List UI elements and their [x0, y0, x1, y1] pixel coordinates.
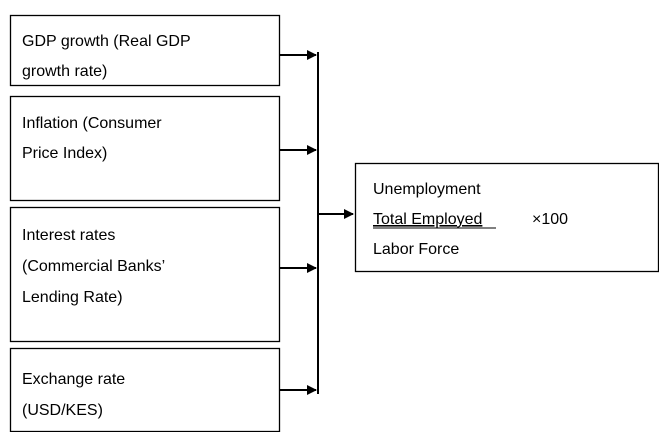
- target-multiplier: ×100: [532, 211, 568, 228]
- node-box: [9, 14, 281, 87]
- target-denominator: Labor Force: [373, 241, 459, 258]
- node-box: [9, 206, 281, 343]
- node-text: Exchange rate: [22, 371, 125, 388]
- node-text: Lending Rate): [22, 289, 123, 306]
- target-numerator: Total Employed: [373, 211, 482, 228]
- target-box: [354, 162, 659, 273]
- node-text: GDP growth (Real GDP: [22, 33, 191, 50]
- node-text: Interest rates: [22, 227, 115, 244]
- node-text: Inflation (Consumer: [22, 115, 162, 132]
- node-text: growth rate): [22, 63, 107, 80]
- node-box: [9, 347, 281, 432]
- node-text: (Commercial Banks’: [22, 258, 165, 275]
- target-title: Unemployment: [373, 181, 481, 198]
- node-text: Price Index): [22, 145, 107, 162]
- node-text: (USD/KES): [22, 402, 103, 419]
- node-box: [9, 95, 281, 202]
